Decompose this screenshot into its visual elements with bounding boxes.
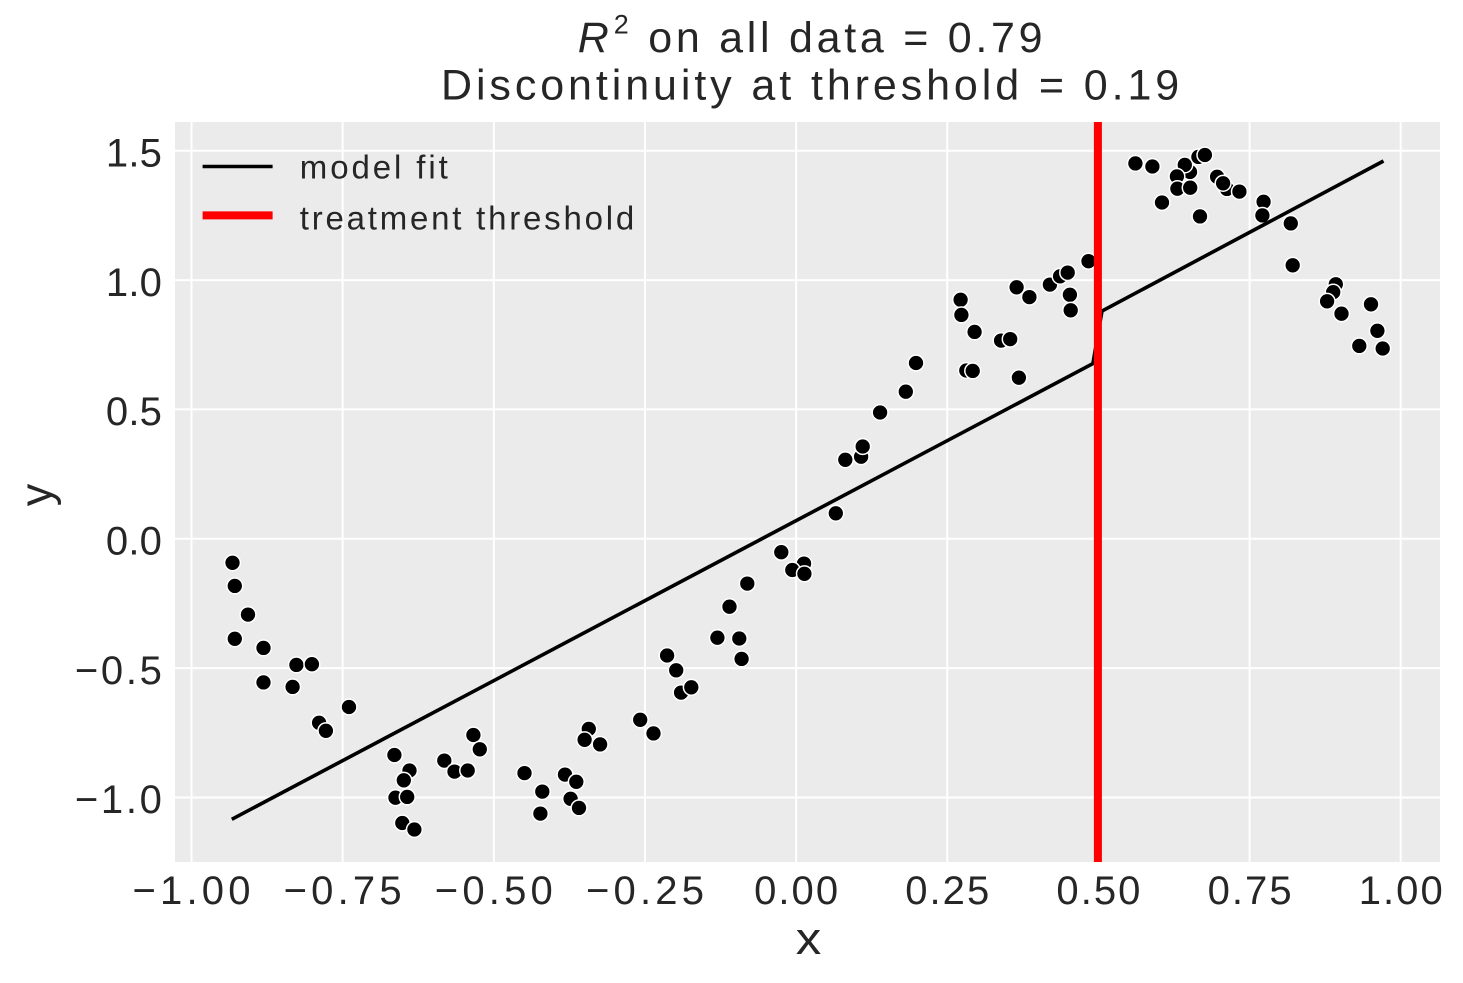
svg-text:on all data = 0.79: on all data = 0.79	[648, 14, 1042, 62]
svg-text:2: 2	[614, 9, 629, 39]
svg-text:−0.50: −0.50	[435, 869, 553, 913]
svg-text:model fit: model fit	[300, 149, 448, 186]
svg-text:1.0: 1.0	[106, 261, 162, 305]
svg-text:0.00: 0.00	[754, 869, 838, 913]
svg-text:0.5: 0.5	[106, 390, 162, 434]
svg-text:0.50: 0.50	[1056, 869, 1140, 913]
svg-text:Discontinuity at threshold = 0: Discontinuity at threshold = 0.19	[441, 62, 1179, 110]
svg-text:−0.25: −0.25	[586, 869, 704, 913]
svg-text:1.00: 1.00	[1359, 869, 1443, 913]
svg-text:R: R	[578, 14, 609, 62]
svg-text:0.25: 0.25	[905, 869, 989, 913]
svg-text:−0.75: −0.75	[284, 869, 402, 913]
svg-text:0.75: 0.75	[1208, 869, 1292, 913]
svg-text:1.5: 1.5	[106, 131, 162, 175]
svg-text:−0.5: −0.5	[75, 649, 162, 693]
svg-text:x: x	[796, 913, 822, 964]
svg-text:−1.00: −1.00	[133, 869, 251, 913]
svg-text:treatment threshold: treatment threshold	[300, 199, 634, 236]
svg-text:−1.0: −1.0	[75, 778, 162, 822]
svg-text:y: y	[11, 483, 62, 506]
svg-text:0.0: 0.0	[106, 520, 162, 564]
